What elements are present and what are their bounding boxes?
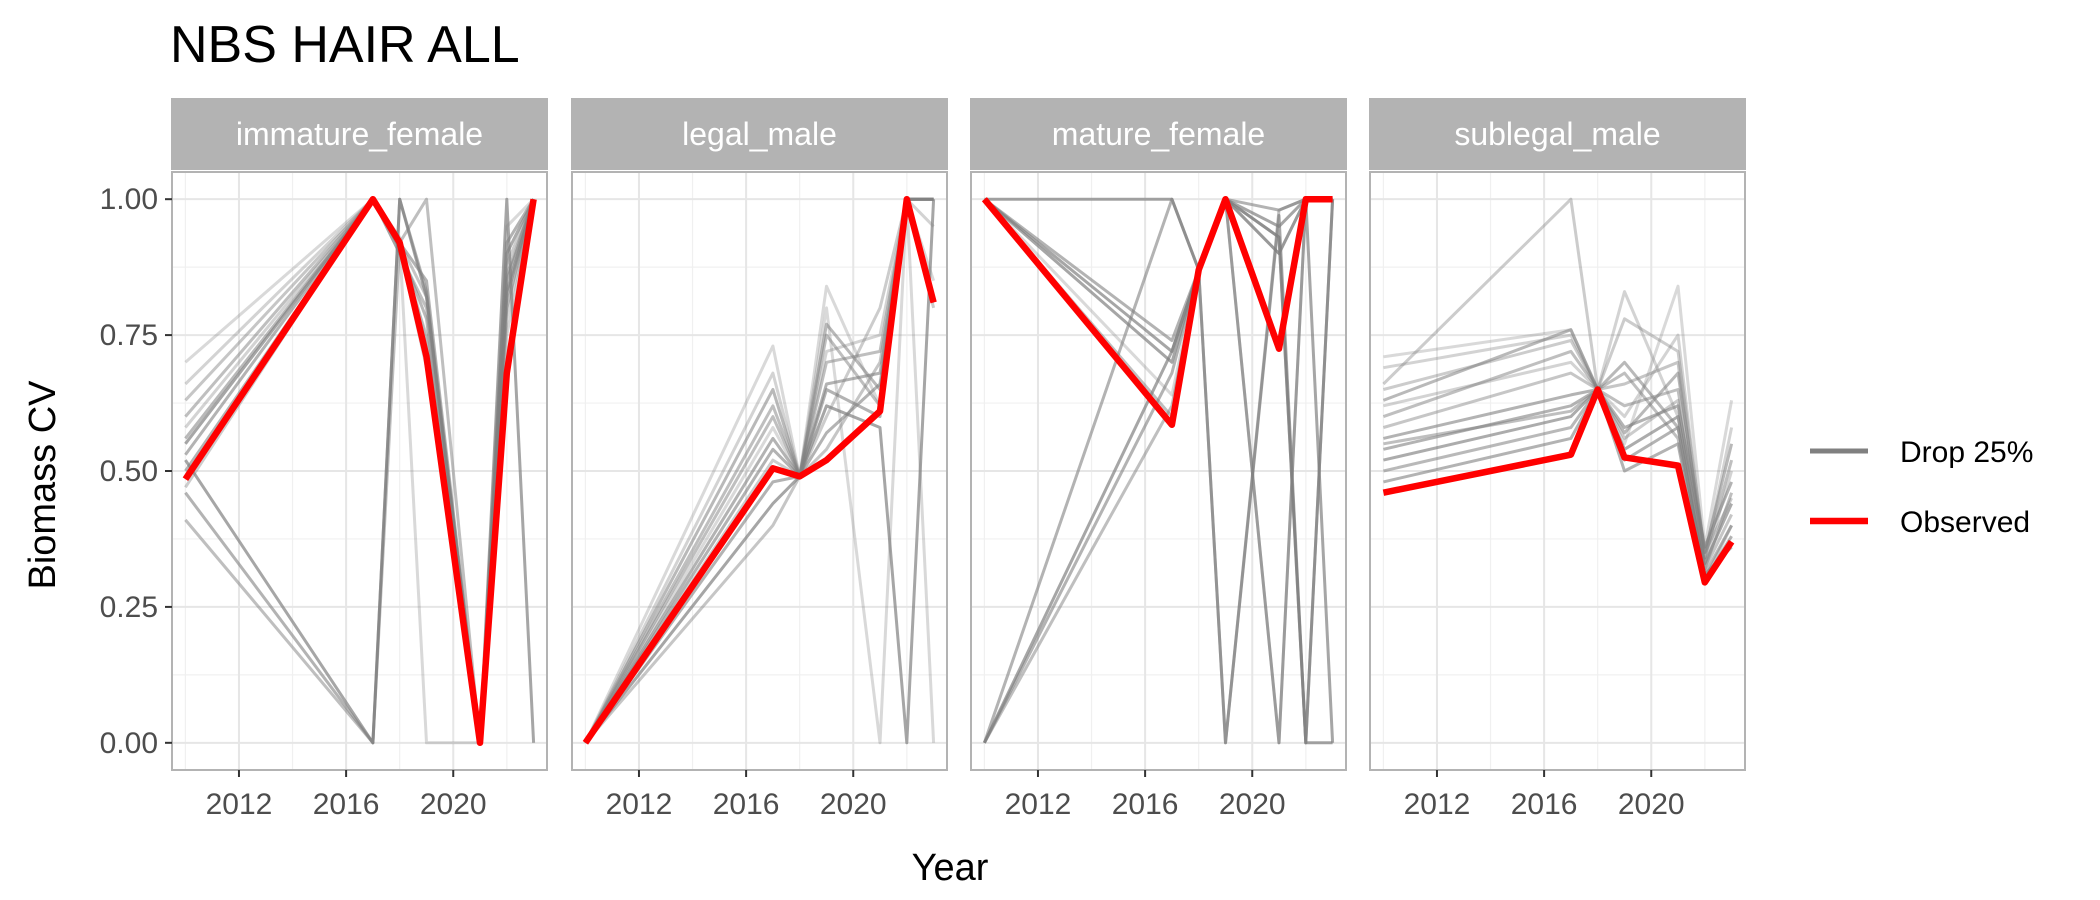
panel-mature_female: mature_female 2012 2016 2020: [970, 98, 1347, 821]
drop-25-series-line: [1383, 333, 1734, 560]
legend-item: Observed: [1810, 506, 2030, 539]
panel-border: [970, 171, 1347, 771]
x-tick-label: 2012: [606, 788, 673, 821]
legend: Drop 25% Observed: [1810, 436, 2033, 539]
x-tick-label: 2016: [713, 788, 780, 821]
x-tick-label: 2012: [1005, 788, 1072, 821]
x-tick-label: 2016: [313, 788, 380, 821]
panel-border: [571, 171, 948, 771]
strip-immature_female: [171, 98, 548, 170]
x-tick-label: 2016: [1511, 788, 1578, 821]
y-tick-label: 0.50: [100, 455, 158, 488]
panel-legal_male: legal_male 2012 2016 2020: [571, 98, 948, 821]
y-tick-label: 0.25: [100, 591, 158, 624]
panels: immature_female 2012 2016 2020 0.00 0.25 0.50 0…: [100, 98, 1746, 821]
observed-series-line: [1382, 386, 1735, 586]
legend-label: Observed: [1900, 506, 2030, 539]
strip-label: mature_female: [1052, 116, 1265, 152]
legend-item: Drop 25%: [1810, 436, 2033, 469]
strip-mature_female: [970, 98, 1347, 170]
y-tick-label: 1.00: [100, 183, 158, 216]
panel-immature_female: immature_female 2012 2016 2020 0.00 0.25 0.50 0…: [100, 98, 548, 821]
observed-series-line: [981, 195, 1333, 429]
x-tick-label: 2016: [1112, 788, 1179, 821]
panel-sublegal_male: sublegal_male 2012 2016 2020: [1369, 98, 1746, 821]
x-tick-label: 2020: [1618, 788, 1685, 821]
x-tick-label: 2020: [420, 788, 487, 821]
chart-title: NBS HAIR ALL: [170, 16, 520, 74]
strip-sublegal_male: [1369, 98, 1746, 170]
x-tick-label: 2012: [1404, 788, 1471, 821]
observed-series-line: [182, 195, 537, 747]
legend-label: Drop 25%: [1900, 436, 2033, 469]
drop-25-series-line: [1383, 371, 1734, 554]
strip-label: sublegal_male: [1454, 116, 1660, 152]
x-tick-label: 2020: [1219, 788, 1286, 821]
strip-label: immature_female: [236, 116, 483, 152]
drop-25-series-line: [584, 199, 936, 745]
y-tick-label: 0.00: [100, 727, 158, 760]
y-tick-label: 0.75: [100, 319, 158, 352]
drop-25-series-line: [184, 197, 536, 745]
observed-series-line: [582, 195, 937, 745]
x-axis-title: Year: [912, 847, 989, 889]
panel-border: [1369, 171, 1746, 771]
y-axis-title: Biomass CV: [22, 380, 64, 590]
strip-label: legal_male: [682, 116, 837, 152]
x-tick-label: 2012: [206, 788, 273, 821]
x-tick-label: 2020: [820, 788, 887, 821]
strip-legal_male: [571, 98, 948, 170]
